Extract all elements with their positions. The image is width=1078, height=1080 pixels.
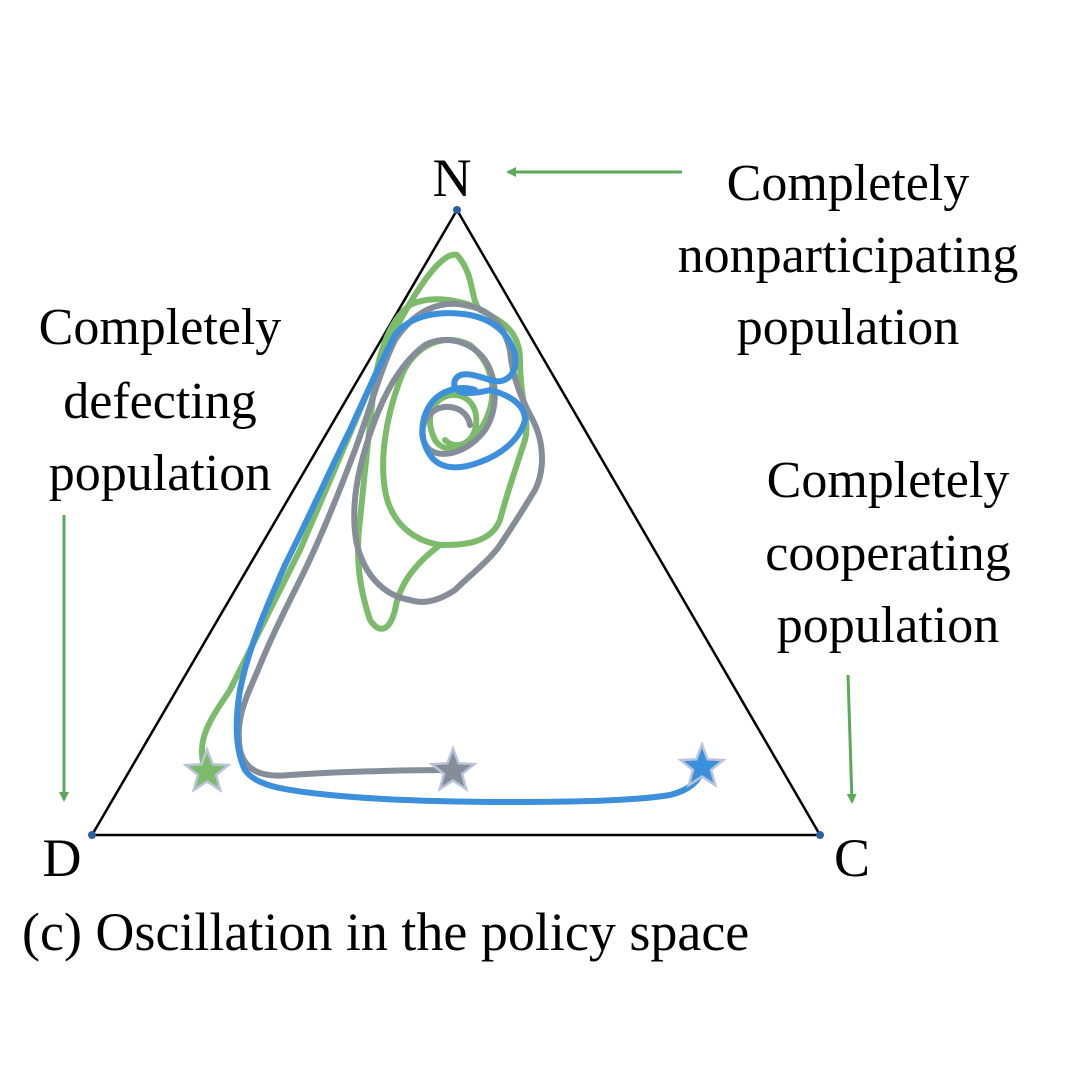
annotation-defecting: Completely defecting population [39, 299, 282, 502]
annotation-line: Completely [727, 155, 970, 212]
annotation-nonparticipating: Completely nonparticipating population [678, 155, 1019, 356]
annotation-line: cooperating [765, 525, 1010, 582]
start-star-blue [683, 748, 721, 783]
simplex-triangle [89, 207, 823, 837]
vertex-label-d: D [43, 828, 82, 888]
annotation-line: Completely [39, 299, 282, 356]
vertex-dot-c [816, 831, 824, 839]
annotation-line: nonparticipating [678, 227, 1019, 284]
annotation-line: Completely [767, 452, 1010, 509]
annotation-line: population [49, 445, 271, 502]
start-markers [182, 741, 727, 793]
start-star-gray [434, 752, 472, 787]
annotation-line: population [777, 597, 999, 654]
annotation-cooperating: Completely cooperating population [765, 452, 1010, 654]
annotation-line: defecting [63, 373, 256, 430]
annotation-line: population [737, 299, 959, 356]
trajectory-blue [233, 310, 706, 805]
trajectory-group [198, 251, 706, 805]
start-star-green [188, 753, 226, 788]
figure-caption: (c) Oscillation in the policy space [22, 902, 749, 962]
vertex-dot-n [453, 206, 461, 214]
vertex-dot-d [88, 831, 96, 839]
arrow-to-c [846, 674, 857, 804]
trajectory-green [198, 251, 530, 773]
vertex-label-c: C [834, 828, 870, 888]
trajectory-gray [235, 300, 545, 779]
vertex-label-n: N [433, 148, 472, 208]
